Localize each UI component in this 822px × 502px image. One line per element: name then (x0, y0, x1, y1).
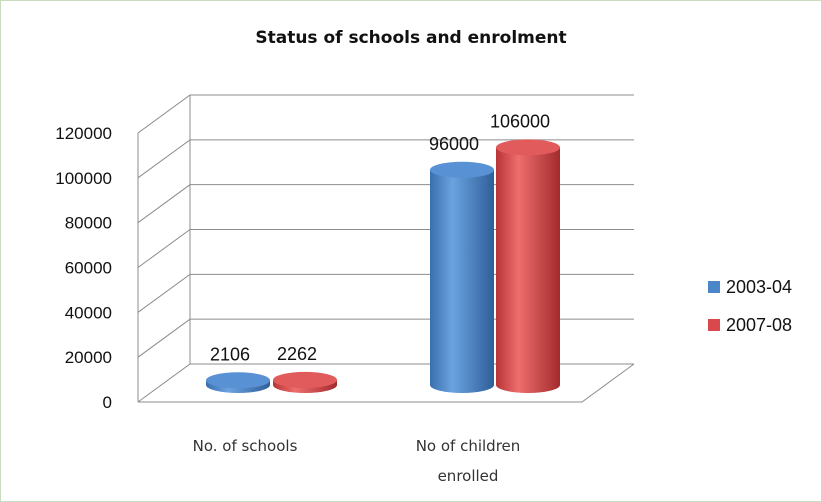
y-tick-label: 20000 (65, 348, 112, 367)
bar-1-2003-04 (430, 169, 494, 393)
y-tick-label: 100000 (55, 169, 112, 188)
x-category-label: No. of schools (193, 437, 298, 455)
floor-edge (138, 363, 635, 403)
y-tick-label: 80000 (65, 214, 112, 233)
data-label-0-2003-04: 2106 (210, 344, 250, 364)
bar-top-0-2007-08 (273, 371, 337, 388)
legend-item-2003-04: 2003-04 (708, 268, 792, 306)
legend-item-2007-08: 2007-08 (708, 306, 792, 344)
bar-top-1-2007-08 (496, 139, 560, 156)
y-tick-label: 120000 (55, 124, 112, 143)
y-tick-label: 0 (103, 393, 112, 412)
gridline (137, 94, 634, 134)
chart-title: Status of schools and enrolment (255, 28, 567, 48)
legend-label-2003-04: 2003-04 (726, 276, 793, 297)
data-label-1-2003-04: 96000 (429, 134, 479, 154)
legend-label-2007-08: 2007-08 (726, 314, 793, 335)
x-category-label: No of children (416, 437, 521, 455)
data-label-1-2007-08: 106000 (490, 111, 550, 131)
y-tick-label: 40000 (65, 303, 112, 322)
bar-top-0-2003-04 (206, 372, 270, 389)
legend: 2003-04 2007-08 (708, 268, 792, 344)
y-tick-label: 60000 (65, 259, 112, 278)
bar-top-1-2003-04 (430, 161, 494, 178)
data-label-0-2007-08: 2262 (277, 344, 317, 364)
bar-1-2007-08 (496, 147, 560, 393)
legend-swatch-2003-04 (708, 281, 720, 293)
legend-swatch-2007-08 (708, 319, 720, 331)
x-category-label: enrolled (438, 467, 499, 485)
